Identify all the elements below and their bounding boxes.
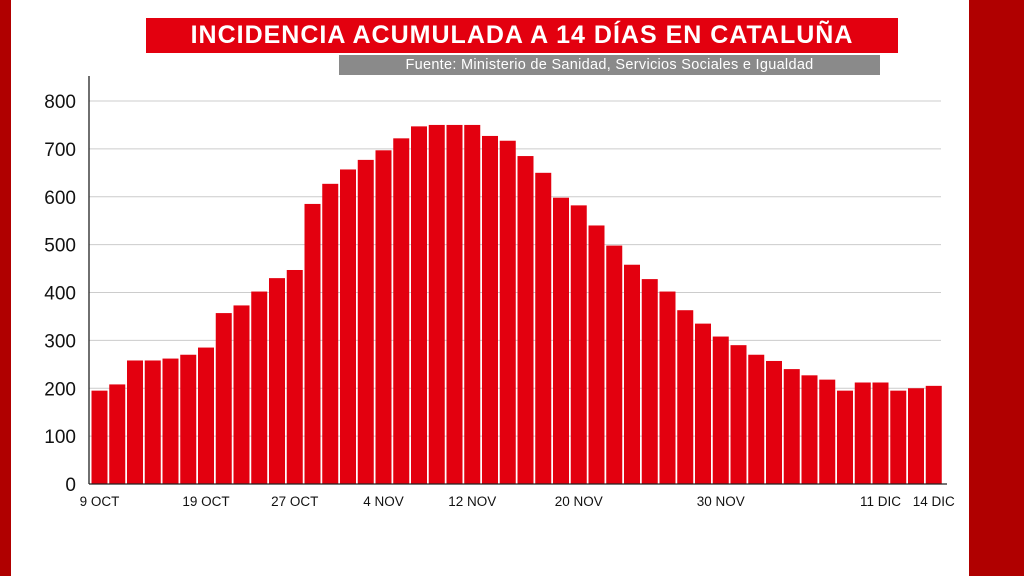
bar xyxy=(286,269,303,484)
bar xyxy=(783,369,800,484)
bar xyxy=(428,124,445,484)
x-tick-label: 12 NOV xyxy=(448,494,496,509)
bar xyxy=(659,291,676,484)
y-tick-label: 100 xyxy=(44,427,76,448)
bar xyxy=(570,205,587,484)
y-tick-label: 200 xyxy=(44,379,76,400)
y-tick-label: 0 xyxy=(65,475,76,496)
bars xyxy=(91,124,942,485)
bar xyxy=(375,150,392,484)
y-tick-label: 400 xyxy=(44,284,76,305)
bar xyxy=(908,388,924,484)
bar xyxy=(872,382,889,484)
x-tick-labels: 9 OCT 19 OCT 27 OCT 4 NOV 12 NOV 20 NOV 30 NOV… xyxy=(80,494,955,509)
source-caption-text: Fuente: Ministerio de Sanidad, Servicios… xyxy=(405,57,814,73)
bar xyxy=(854,382,871,484)
bar xyxy=(925,385,942,484)
bar xyxy=(304,203,321,484)
x-tick-label: 11 DIC xyxy=(860,494,901,509)
y-tick-label: 500 xyxy=(44,236,76,257)
bar xyxy=(127,360,143,484)
bar xyxy=(109,384,126,484)
bar xyxy=(233,305,250,484)
chart-title: INCIDENCIA ACUMULADA A 14 DÍAS EN CATALU… xyxy=(146,18,898,53)
bar xyxy=(890,390,907,484)
bar xyxy=(801,375,818,484)
bar xyxy=(499,140,516,484)
bar xyxy=(251,291,268,484)
bar xyxy=(482,135,498,485)
bar xyxy=(624,264,640,484)
bar xyxy=(641,279,658,484)
bar xyxy=(677,310,694,484)
bar xyxy=(464,124,481,484)
bar xyxy=(730,345,747,484)
x-tick-label: 9 OCT xyxy=(80,494,120,509)
bar xyxy=(393,138,410,484)
bar xyxy=(180,354,197,484)
bar xyxy=(91,390,108,484)
y-tick-label: 600 xyxy=(44,188,76,209)
x-tick-label: 30 NOV xyxy=(697,494,745,509)
x-tick-label: 27 OCT xyxy=(271,494,318,509)
x-tick-label: 4 NOV xyxy=(363,494,404,509)
y-tick-label: 700 xyxy=(44,140,76,161)
bar xyxy=(553,197,569,484)
bar xyxy=(411,126,427,484)
y-tick-labels: 0 100 200 300 400 500 600 700 800 xyxy=(44,92,76,496)
bar xyxy=(198,347,214,484)
bar xyxy=(162,358,179,484)
bar xyxy=(340,169,356,484)
bar xyxy=(695,323,711,484)
x-tick-label: 14 DIC xyxy=(913,494,955,509)
bar xyxy=(357,159,374,485)
y-tick-label: 300 xyxy=(44,331,76,352)
bar xyxy=(215,313,232,484)
bar xyxy=(712,336,729,484)
bar xyxy=(766,360,782,484)
bar xyxy=(446,124,463,484)
bar xyxy=(837,390,853,484)
x-tick-label: 19 OCT xyxy=(182,494,229,509)
bar xyxy=(322,183,339,485)
bar xyxy=(748,354,765,484)
chart-title-text: INCIDENCIA ACUMULADA A 14 DÍAS EN CATALU… xyxy=(190,21,854,49)
bar xyxy=(269,278,285,484)
bar xyxy=(535,172,552,484)
bar xyxy=(819,379,836,484)
bar xyxy=(144,360,161,484)
y-tick-label: 800 xyxy=(44,92,76,113)
bar xyxy=(588,225,605,484)
axes xyxy=(88,76,947,485)
source-caption: Fuente: Ministerio de Sanidad, Servicios… xyxy=(339,55,880,75)
bar xyxy=(517,156,534,484)
bar xyxy=(606,245,623,484)
x-tick-label: 20 NOV xyxy=(555,494,603,509)
